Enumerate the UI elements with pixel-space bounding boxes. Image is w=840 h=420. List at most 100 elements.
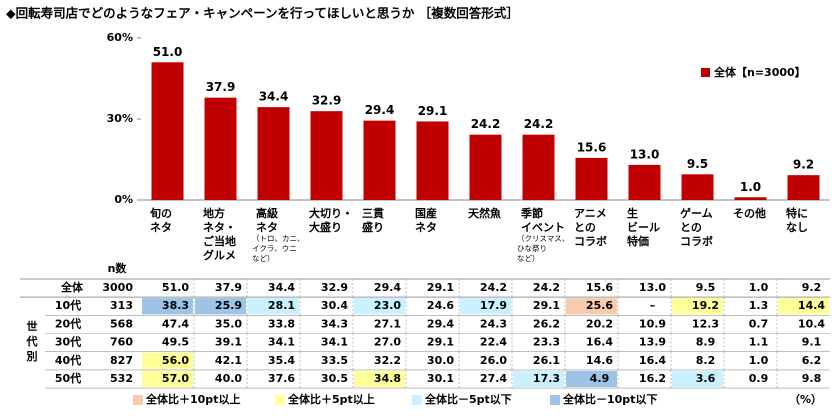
table-cell: 35.4 [268,354,295,367]
table-cell: 39.1 [215,336,242,349]
value-label: 29.1 [418,104,448,118]
cell-highlight [672,370,723,388]
row-label: 30代 [55,335,81,349]
value-label: 32.9 [312,94,342,108]
table-cell: 0.9 [749,372,769,385]
legend-label: 全体比－5pt以下 [424,392,512,406]
table-cell: 24.3 [480,317,507,330]
table-cell: 4.9 [590,372,610,385]
value-label: 24.2 [524,117,554,131]
table-cell: 29.1 [533,299,560,312]
value-label: 9.5 [687,157,708,171]
legend-swatch [550,395,560,405]
table-cell: 22.4 [480,336,507,349]
table-cell: 23.3 [533,336,560,349]
table-cell: 29.1 [427,336,454,349]
table-cell: 32.2 [374,354,401,367]
table-cell: 38.3 [162,299,189,312]
table-cell: 24.2 [533,281,560,294]
bar [628,164,661,200]
value-label: 34.4 [259,90,289,104]
table-cell: 1.0 [749,354,769,367]
table-cell: 57.0 [162,372,189,385]
cell-highlight [566,298,617,315]
bar [151,62,184,200]
value-label: 15.6 [577,140,607,154]
cell-highlight [672,298,723,315]
value-label: 24.2 [471,117,501,131]
row-n: 827 [110,354,133,367]
cell-highlight [142,370,193,388]
table-cell: 15.6 [586,281,613,294]
table-cell: 10.9 [639,317,666,330]
row-label: 50代 [55,371,81,385]
table-cell: 23.0 [374,299,401,312]
bar [416,121,449,200]
table-cell: 17.3 [533,372,560,385]
table-cell: 29.1 [427,281,454,294]
row-n: 568 [110,317,133,330]
table-cell: 47.4 [162,317,189,330]
table-cell: 30.5 [321,372,348,385]
row-n: 760 [110,336,133,349]
cell-highlight [248,298,299,315]
x-tick-label: アニメとのコラボ [574,207,607,248]
table-cell: 34.8 [374,372,401,385]
row-label: 20代 [55,316,81,330]
table-cell: 17.9 [480,299,507,312]
table-cell: 51.0 [162,281,189,294]
x-tick-label: 季節イベント [520,206,565,234]
table-cell: 26.1 [533,354,560,367]
table-cell: 34.4 [268,281,295,294]
bar [681,174,714,200]
table-cell: 13.9 [639,336,666,349]
table-cell: 27.4 [480,372,507,385]
row-n: 3000 [102,281,133,294]
table-cell: 32.9 [321,281,348,294]
x-tick-label: 旬のネタ [149,206,172,234]
bar [257,107,290,200]
x-tick-label: 国産ネタ [415,206,437,234]
table-cell: 14.4 [798,299,825,312]
cell-highlight [566,370,617,388]
x-tick-label: 高級ネタ [256,206,278,234]
table-cell: 34.3 [321,317,348,330]
cell-highlight [513,370,564,388]
bar [522,134,555,200]
bar [310,111,343,200]
table-cell: 9.8 [802,372,822,385]
group-label: 世代別 [25,319,39,365]
value-label: 37.9 [206,80,236,94]
value-label: 9.2 [793,158,814,172]
value-label: 51.0 [153,45,183,59]
value-label: 29.4 [365,103,395,117]
table-cell: 27.0 [374,336,401,349]
bar [575,157,608,200]
row-n: 313 [110,299,133,312]
legend-label: 全体【n=3000】 [713,65,806,79]
table-cell: 25.9 [215,299,242,312]
table-cell: 30.0 [427,354,454,367]
table-cell: 37.6 [268,372,295,385]
x-tick-label: 三貫盛り [362,207,384,234]
table-cell: 16.4 [639,354,666,367]
y-tick-label: 30% [107,112,133,125]
table-cell: 27.1 [374,317,401,330]
legend-swatch [412,395,422,405]
row-label: 全体 [60,280,84,294]
table-cell: 16.4 [586,336,613,349]
cell-highlight [142,352,193,369]
row-n: 532 [110,372,133,385]
legend-swatch [701,68,710,77]
table-cell: 1.1 [749,336,769,349]
table-cell: 40.0 [215,372,242,385]
table-cell: 9.5 [696,281,716,294]
table-cell: 49.5 [162,336,189,349]
table-cell: 0.7 [749,317,769,330]
table-cell: 28.1 [268,299,295,312]
table-cell: 26.0 [480,354,507,367]
table-cell: 35.0 [215,317,242,330]
table-cell: 42.1 [215,354,242,367]
unit-label: （%） [789,393,822,406]
